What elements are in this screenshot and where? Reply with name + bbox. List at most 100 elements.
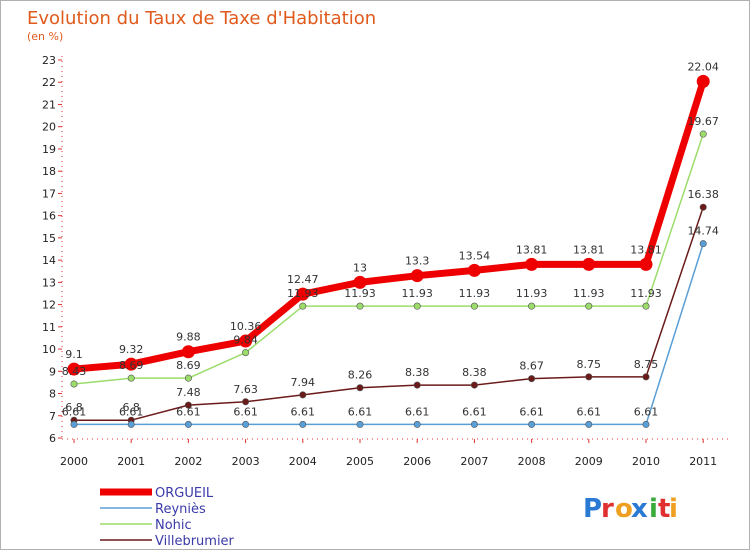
series-line bbox=[73, 133, 704, 385]
x-tick-label: 2004 bbox=[289, 455, 317, 468]
data-label: 8.67 bbox=[519, 360, 544, 373]
data-point bbox=[467, 263, 481, 277]
series-line bbox=[74, 243, 704, 426]
data-point bbox=[528, 375, 536, 383]
logo-letter: P bbox=[583, 494, 602, 524]
data-label: 8.38 bbox=[462, 366, 487, 379]
data-point bbox=[181, 345, 195, 359]
data-point bbox=[356, 384, 364, 392]
data-label: 13.81 bbox=[516, 243, 548, 256]
data-label: 8.69 bbox=[176, 359, 201, 372]
x-tick-label: 2003 bbox=[232, 455, 260, 468]
logo-letter: o bbox=[615, 494, 633, 524]
y-tick-label: 7 bbox=[49, 410, 56, 423]
series-line bbox=[74, 206, 704, 421]
data-label: 7.48 bbox=[176, 386, 201, 399]
data-label: 19.67 bbox=[687, 115, 719, 128]
data-point bbox=[242, 349, 250, 357]
chart-subtitle: (en %) bbox=[27, 30, 63, 43]
y-tick-label: 23 bbox=[42, 54, 56, 67]
data-label: 9.88 bbox=[176, 331, 201, 344]
data-label: 22.04 bbox=[687, 60, 719, 73]
data-point bbox=[299, 420, 307, 428]
data-label: 6.61 bbox=[405, 405, 430, 418]
data-point bbox=[585, 420, 593, 428]
data-label: 6.61 bbox=[176, 405, 201, 418]
data-point bbox=[299, 391, 307, 399]
y-tick-label: 11 bbox=[42, 321, 56, 334]
data-point bbox=[242, 398, 250, 406]
y-tick-label: 10 bbox=[42, 343, 56, 356]
y-tick-label: 14 bbox=[42, 254, 56, 267]
y-tick-label: 16 bbox=[42, 210, 56, 223]
proxiti-logo: Pr ox i ti bbox=[583, 494, 678, 524]
data-point bbox=[470, 302, 478, 310]
logo-letter: r bbox=[601, 494, 614, 524]
data-label: 6.61 bbox=[634, 405, 659, 418]
data-label: 8.43 bbox=[62, 365, 87, 378]
data-label: 14.74 bbox=[687, 225, 719, 238]
logo-letter: x bbox=[631, 494, 648, 524]
data-point bbox=[642, 302, 650, 310]
data-point bbox=[699, 203, 707, 211]
data-point bbox=[585, 302, 593, 310]
x-tick-label: 2008 bbox=[518, 455, 546, 468]
y-tick-label: 6 bbox=[49, 432, 56, 445]
logo-letter: i bbox=[669, 494, 678, 524]
data-point bbox=[696, 74, 710, 88]
x-tick-label: 2001 bbox=[117, 455, 145, 468]
data-point bbox=[127, 374, 135, 382]
data-point bbox=[410, 269, 424, 283]
data-label: 11.93 bbox=[459, 287, 491, 300]
data-label: 6.61 bbox=[519, 405, 544, 418]
data-point bbox=[356, 420, 364, 428]
data-point bbox=[353, 275, 367, 289]
x-tick-label: 2006 bbox=[403, 455, 431, 468]
data-label: 8.75 bbox=[634, 358, 659, 371]
data-point bbox=[242, 420, 250, 428]
data-point bbox=[582, 257, 596, 271]
data-point bbox=[184, 401, 192, 409]
x-tick-label: 2010 bbox=[632, 455, 660, 468]
y-tick-label: 19 bbox=[42, 143, 56, 156]
data-label: 10.36 bbox=[230, 320, 262, 333]
data-label: 16.38 bbox=[687, 188, 719, 201]
data-point bbox=[525, 257, 539, 271]
y-tick-label: 17 bbox=[42, 187, 56, 200]
data-label: 12.47 bbox=[287, 273, 319, 286]
data-point bbox=[470, 420, 478, 428]
data-point bbox=[70, 380, 78, 388]
data-label: 6.8 bbox=[122, 401, 140, 414]
data-label: 6.61 bbox=[291, 405, 316, 418]
series-line bbox=[73, 80, 707, 373]
data-label: 6.61 bbox=[577, 405, 602, 418]
data-label: 13.81 bbox=[573, 243, 605, 256]
x-tick-label: 2011 bbox=[689, 455, 717, 468]
data-label: 11.93 bbox=[344, 287, 376, 300]
data-point bbox=[124, 357, 138, 371]
data-label: 11.93 bbox=[573, 287, 605, 300]
data-label: 6.61 bbox=[119, 405, 144, 418]
y-tick-label: 21 bbox=[42, 98, 56, 111]
y-tick-label: 8 bbox=[49, 388, 56, 401]
y-tick-label: 12 bbox=[42, 299, 56, 312]
x-tick-label: 2005 bbox=[346, 455, 374, 468]
logo-letter: i bbox=[649, 494, 658, 524]
chart-title: Evolution du Taux de Taxe d'Habitation bbox=[27, 8, 376, 29]
legend-label: Villebrumier bbox=[155, 534, 235, 549]
x-tick-label: 2000 bbox=[60, 455, 88, 468]
data-point bbox=[699, 240, 707, 248]
data-point bbox=[299, 302, 307, 310]
y-tick-label: 22 bbox=[42, 76, 56, 89]
data-point bbox=[127, 420, 135, 428]
legend-label: ORGUEIL bbox=[155, 486, 214, 501]
data-point bbox=[413, 302, 421, 310]
data-label: 13.54 bbox=[459, 249, 491, 262]
data-label: 9.32 bbox=[119, 343, 144, 356]
data-point bbox=[413, 420, 421, 428]
data-point bbox=[528, 420, 536, 428]
data-point bbox=[642, 373, 650, 381]
legend-label: Reyniès bbox=[155, 502, 206, 517]
data-label: 6.61 bbox=[348, 405, 373, 418]
